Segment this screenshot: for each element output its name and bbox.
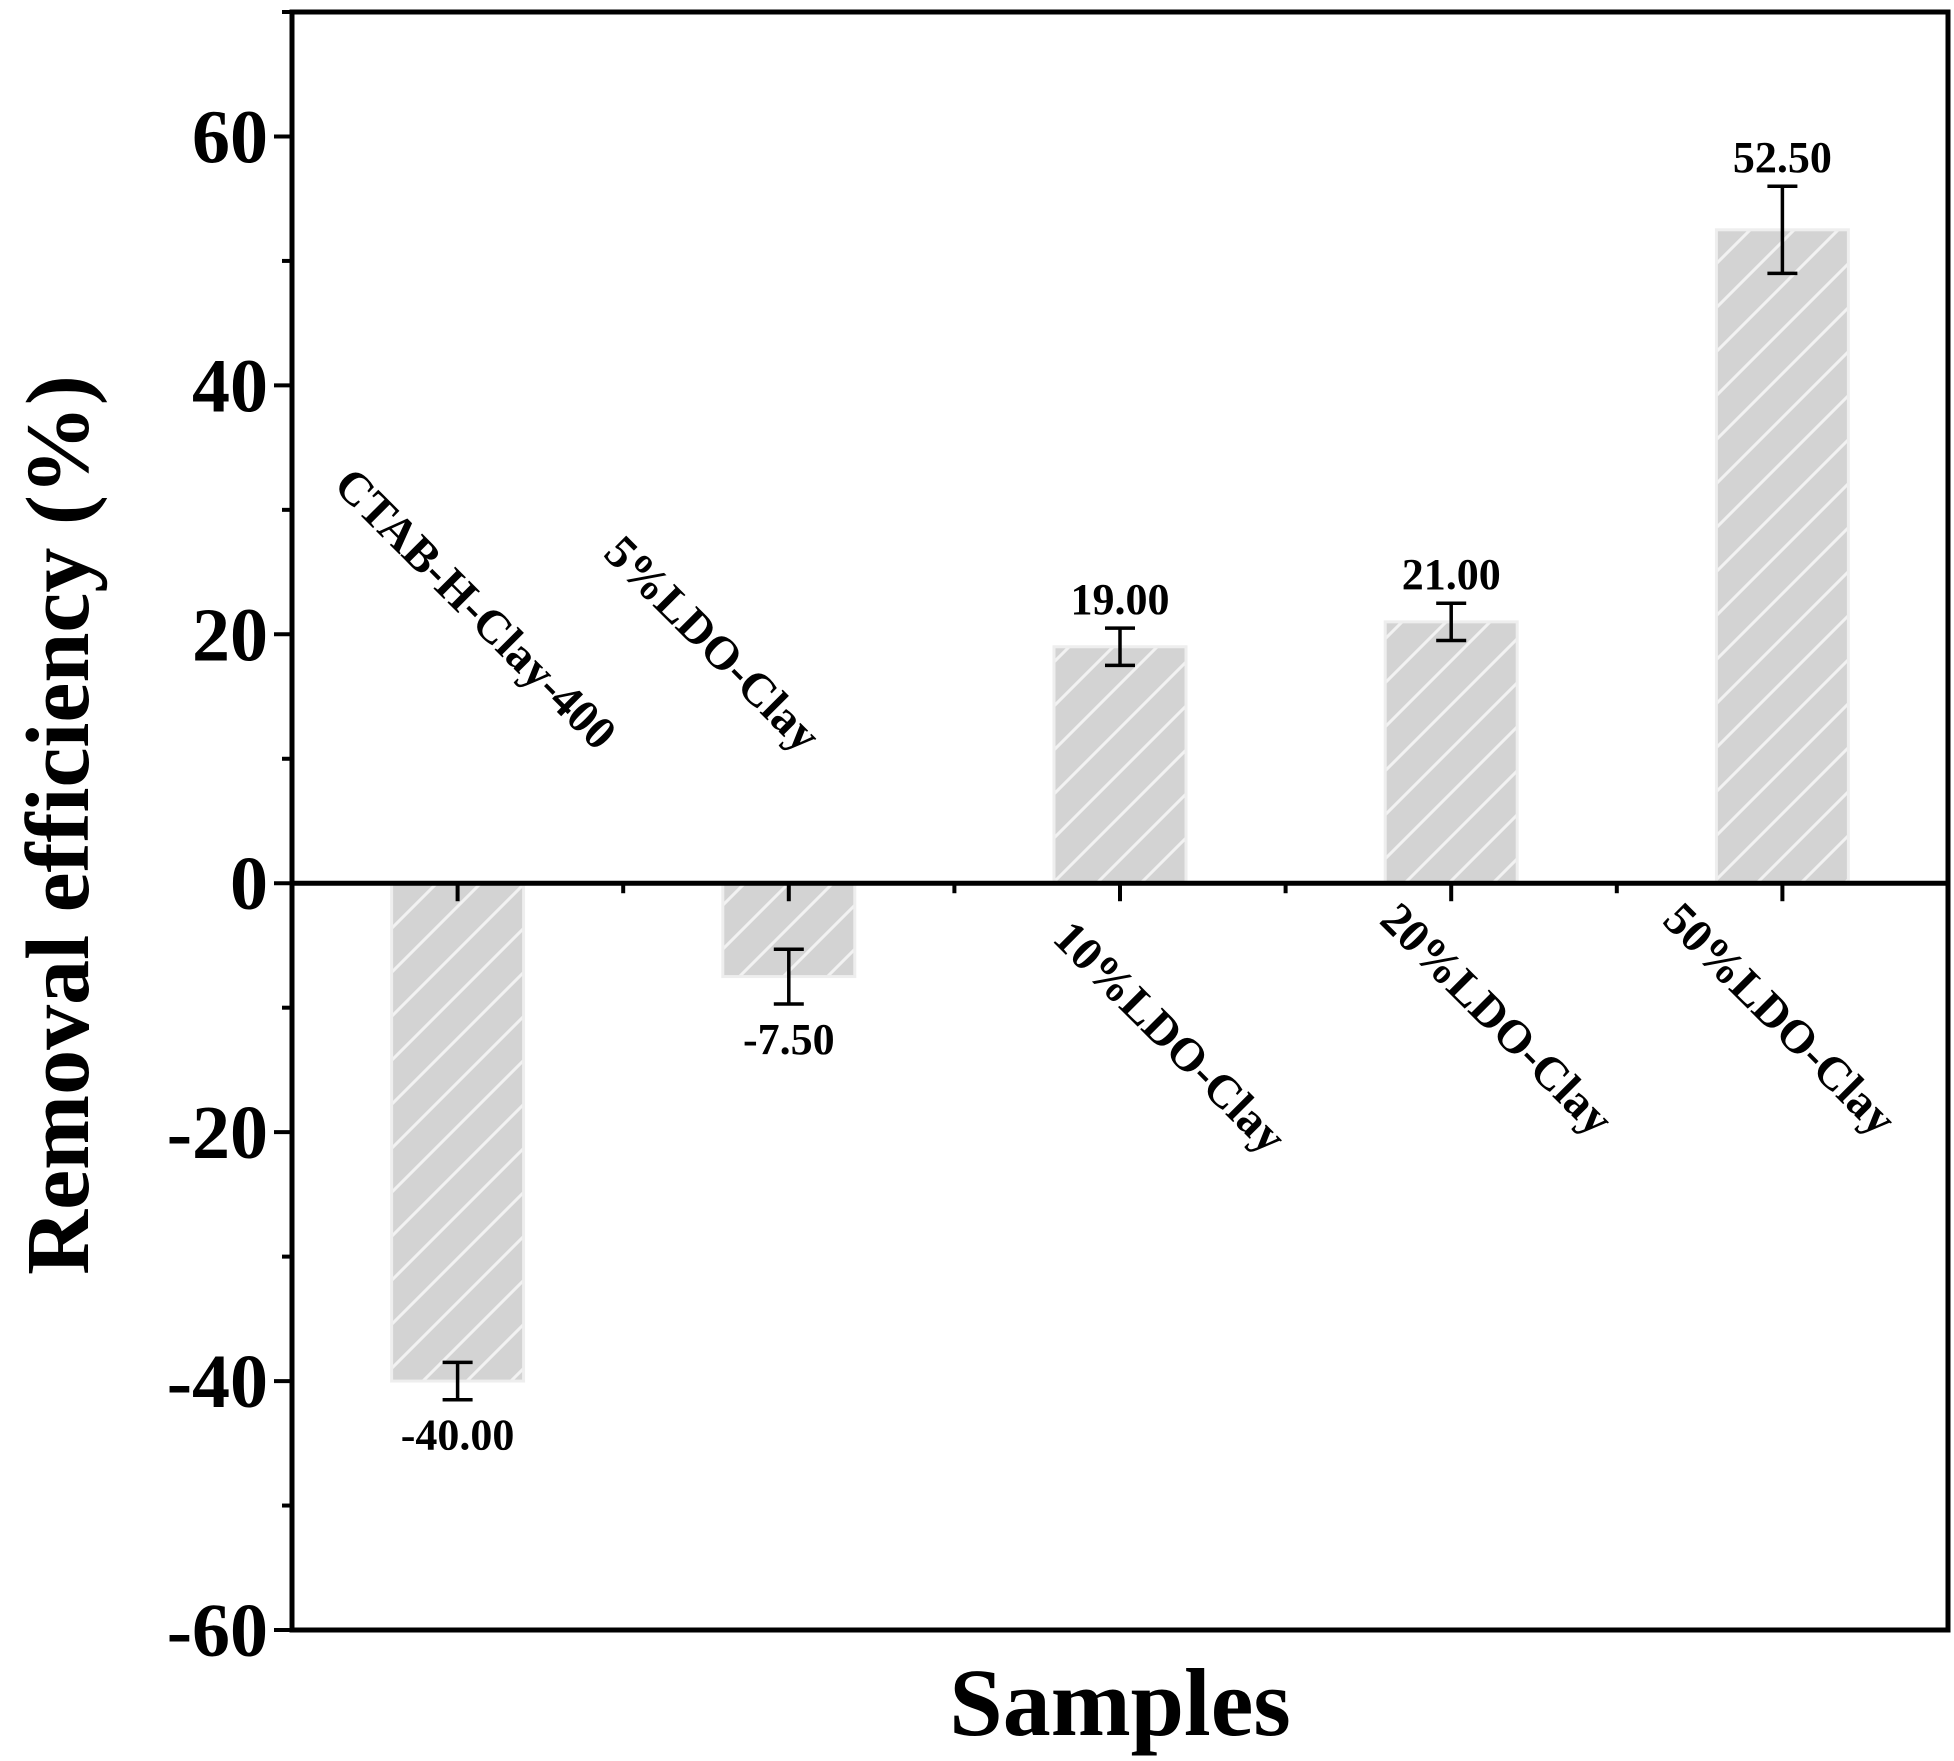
- data-label: -40.00: [401, 1411, 515, 1460]
- category-label: 50%LDO-Clay: [1653, 893, 1906, 1146]
- category-label: 10%LDO-Clay: [1043, 911, 1296, 1164]
- data-label: 21.00: [1402, 550, 1501, 599]
- category-label: CTAB-H-Clay-400: [324, 458, 626, 760]
- y-axis-title: Removal efficiency (%): [9, 375, 108, 1275]
- y-tick-label: 0: [230, 842, 268, 926]
- data-label: 19.00: [1071, 575, 1170, 624]
- bar[interactable]: [1052, 645, 1188, 885]
- bar[interactable]: [390, 881, 526, 1383]
- x-axis-title: Samples: [949, 1649, 1290, 1756]
- y-tick-label: -60: [167, 1589, 268, 1673]
- bar[interactable]: [1714, 228, 1850, 885]
- bar[interactable]: [1383, 620, 1519, 885]
- category-label: 20%LDO-Clay: [1370, 893, 1623, 1146]
- category-label: 5%LDO-Clay: [594, 526, 831, 763]
- y-tick-label: -40: [167, 1340, 268, 1424]
- plot-frame: [289, 9, 1951, 1633]
- data-label: -7.50: [743, 1015, 835, 1064]
- y-tick-label: 40: [192, 344, 268, 428]
- y-tick-label: 20: [192, 593, 268, 677]
- y-tick-label: 60: [192, 95, 268, 179]
- data-label: 52.50: [1733, 133, 1832, 182]
- y-tick-label: -20: [167, 1091, 268, 1175]
